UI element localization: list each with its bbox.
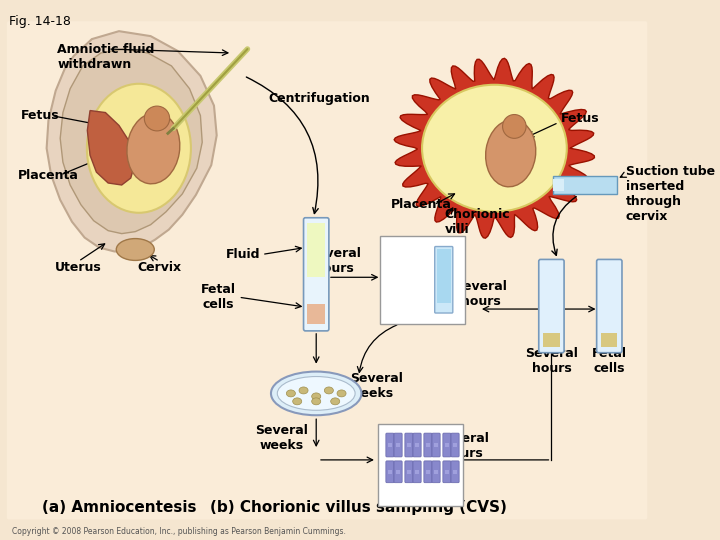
Bar [453,470,457,474]
Text: Amniotic fluid
withdrawn: Amniotic fluid withdrawn [58,43,155,71]
Bar [415,443,419,447]
Ellipse shape [277,376,355,410]
FancyBboxPatch shape [432,461,440,483]
Polygon shape [60,49,202,234]
Text: Bio-: Bio- [408,247,436,260]
Bar [436,248,451,303]
Ellipse shape [299,387,308,394]
FancyBboxPatch shape [304,218,329,331]
FancyBboxPatch shape [432,433,440,457]
Text: Centrifugation: Centrifugation [269,92,370,105]
Text: Cervix: Cervix [138,261,181,274]
Bar [415,470,419,474]
Text: Fetal
cells: Fetal cells [201,283,236,311]
Bar [445,443,449,447]
Text: Several
hours: Several hours [436,432,489,460]
Bar [396,443,400,447]
Text: Placenta: Placenta [390,198,451,211]
FancyBboxPatch shape [424,433,432,457]
Text: tests: tests [405,275,439,288]
Ellipse shape [287,390,295,397]
Text: Fetal
cells: Fetal cells [592,347,627,375]
Text: Several
hours: Several hours [525,347,578,375]
Text: Fetus: Fetus [560,112,599,125]
Bar [426,443,430,447]
Ellipse shape [485,120,536,187]
Text: (a) Amniocentesis: (a) Amniocentesis [42,500,197,515]
Bar [601,333,618,347]
FancyBboxPatch shape [424,461,432,483]
Text: Fetus: Fetus [22,109,60,122]
Bar [445,470,449,474]
Text: Several
hours: Several hours [308,247,361,275]
FancyBboxPatch shape [394,433,402,457]
FancyBboxPatch shape [539,259,564,353]
Ellipse shape [127,113,180,184]
Text: (b) Chorionic villus sampling (CVS): (b) Chorionic villus sampling (CVS) [210,500,507,515]
Ellipse shape [324,387,333,394]
Bar [407,443,411,447]
Text: Karyotyping: Karyotyping [377,491,463,504]
Ellipse shape [330,398,340,405]
Text: Fig. 14-18: Fig. 14-18 [9,15,71,28]
Polygon shape [394,58,595,238]
Bar [407,470,411,474]
FancyBboxPatch shape [435,247,453,313]
Bar [553,179,564,191]
Ellipse shape [293,398,302,405]
Ellipse shape [422,85,567,212]
FancyBboxPatch shape [413,461,421,483]
Text: Several
hours: Several hours [454,280,508,308]
FancyBboxPatch shape [386,433,394,457]
FancyBboxPatch shape [6,21,647,519]
Text: chemical: chemical [391,261,453,274]
Bar [453,443,457,447]
FancyBboxPatch shape [443,461,451,483]
FancyBboxPatch shape [597,259,622,353]
FancyBboxPatch shape [378,424,463,505]
Bar [544,333,559,347]
Ellipse shape [271,372,361,415]
FancyBboxPatch shape [379,235,464,324]
Text: Copyright © 2008 Pearson Education, Inc., publishing as Pearson Benjamin Cumming: Copyright © 2008 Pearson Education, Inc.… [12,528,346,536]
Bar [387,470,392,474]
Ellipse shape [503,114,526,138]
FancyBboxPatch shape [413,433,421,457]
FancyBboxPatch shape [394,461,402,483]
Bar [434,443,438,447]
Polygon shape [47,31,217,252]
Text: Uterus: Uterus [55,261,102,274]
Text: Fluid: Fluid [226,248,260,261]
Ellipse shape [144,106,170,131]
Text: Placenta: Placenta [18,168,78,181]
FancyBboxPatch shape [405,461,413,483]
Ellipse shape [312,393,320,400]
Text: Several
weeks: Several weeks [256,424,308,452]
Bar [553,176,616,194]
Ellipse shape [87,84,191,213]
Text: Several
weeks: Several weeks [350,373,402,401]
FancyBboxPatch shape [451,461,459,483]
Text: Chorionic
villi: Chorionic villi [445,208,510,236]
Ellipse shape [116,239,154,260]
Bar [307,222,325,277]
FancyBboxPatch shape [405,433,413,457]
Ellipse shape [312,398,320,405]
FancyBboxPatch shape [386,461,394,483]
Bar [387,443,392,447]
Bar [426,470,430,474]
Ellipse shape [337,390,346,397]
Bar [434,470,438,474]
Polygon shape [87,111,135,185]
Text: Suction tube
inserted
through
cervix: Suction tube inserted through cervix [626,165,715,223]
Bar [307,304,325,324]
FancyBboxPatch shape [443,433,451,457]
Bar [396,470,400,474]
FancyBboxPatch shape [451,433,459,457]
